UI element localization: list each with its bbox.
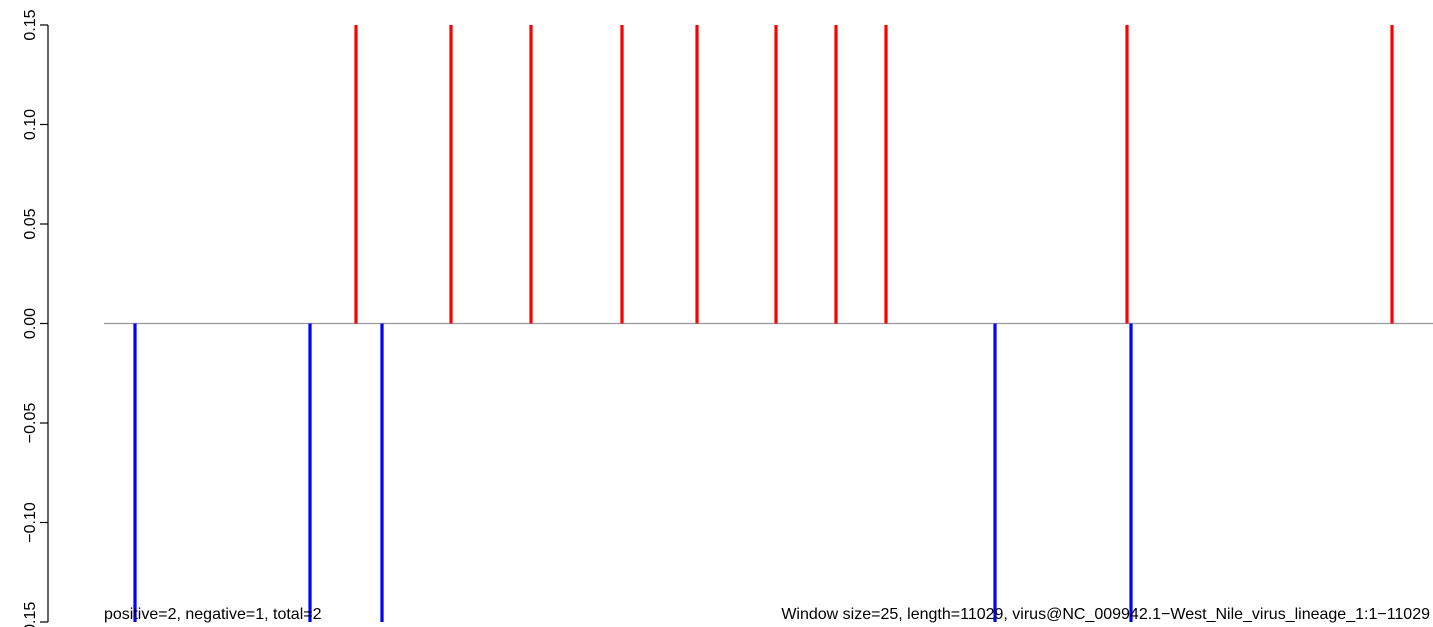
y-tick-label: −0.05 xyxy=(22,403,39,444)
y-tick-label: −0.15 xyxy=(22,602,39,627)
y-tick-label: −0.10 xyxy=(22,502,39,543)
y-tick-label: 0.10 xyxy=(22,109,39,140)
y-axis: −0.15 −0.10 −0.05 0.00 0.05 0.10 0.15 xyxy=(22,9,49,627)
summary-counts-label: positive=2, negative=1, total=2 xyxy=(104,606,322,623)
y-tick-label: 0.15 xyxy=(22,9,39,40)
y-tick-label: 0.05 xyxy=(22,208,39,239)
y-tick-label: 0.00 xyxy=(22,308,39,339)
bars-group xyxy=(133,25,1394,622)
window-info-label: Window size=25, length=11029, virus@NC_0… xyxy=(781,606,1430,623)
